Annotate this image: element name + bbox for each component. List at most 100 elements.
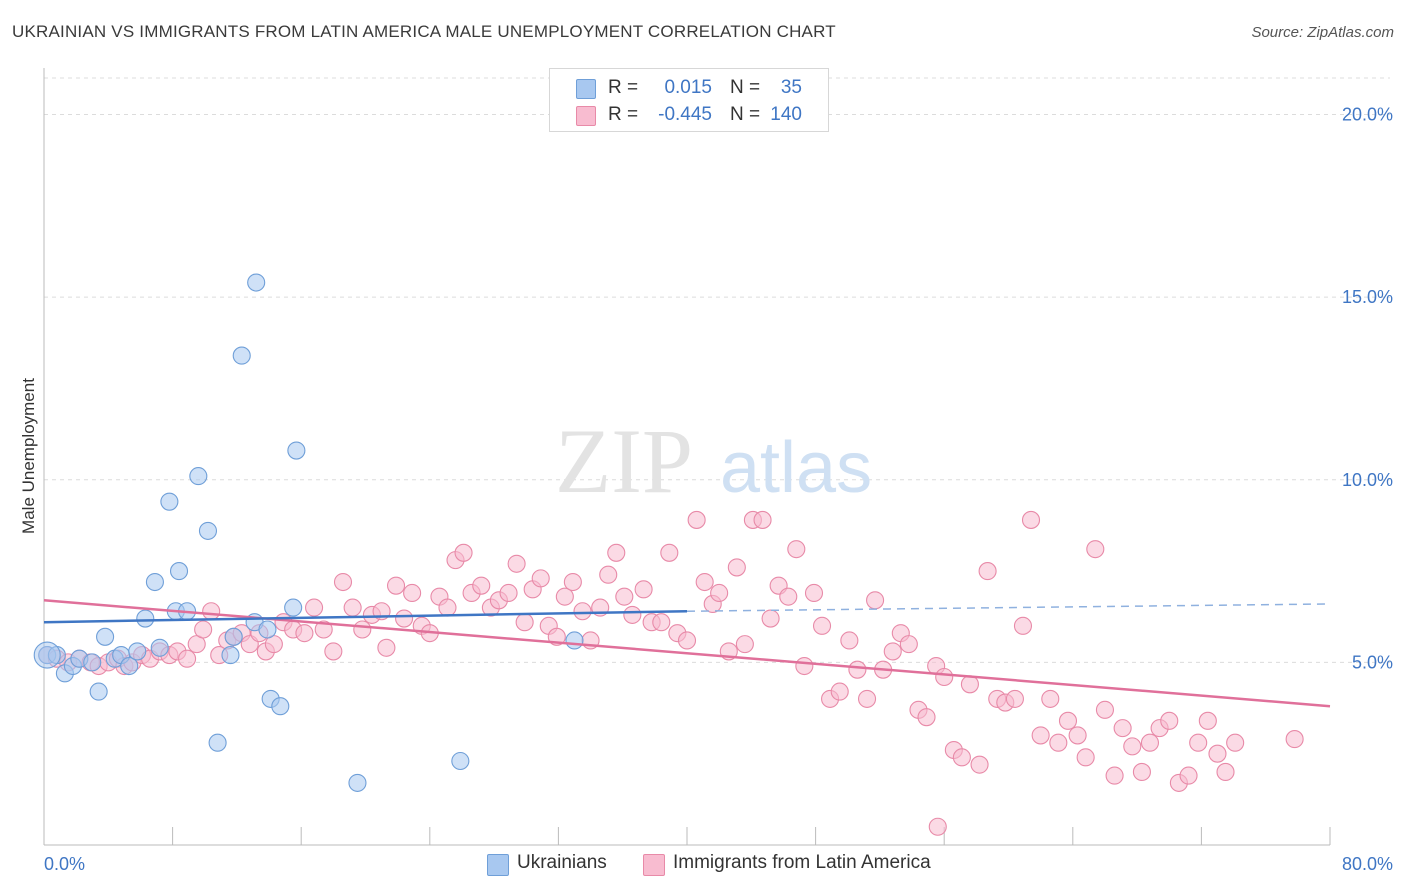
watermark-zip: ZIP <box>555 410 693 512</box>
ukrainian-point <box>208 733 227 752</box>
ukrainian-point <box>145 572 164 592</box>
latin-point <box>395 609 414 628</box>
latin-point <box>1105 766 1124 785</box>
ukrainian-point <box>565 631 584 650</box>
source-label: Source: ZipAtlas.com <box>1251 24 1394 41</box>
latin-point <box>1005 689 1024 708</box>
legend-swatch-latin <box>576 106 596 126</box>
latin-point <box>386 576 406 595</box>
latin-point <box>727 558 746 577</box>
latin-point <box>1058 711 1078 730</box>
legend-swatch-ukrainians <box>576 79 596 99</box>
latin-point <box>753 510 772 529</box>
y-tick-label: 5.0% <box>1352 652 1393 672</box>
ukrainian-point <box>136 609 155 628</box>
latin-point <box>1021 510 1041 529</box>
latin-point <box>333 572 353 592</box>
latin-point <box>515 613 534 632</box>
x-tick-label: 80.0% <box>1342 854 1393 874</box>
latin-point <box>787 540 806 559</box>
ukrainian-point <box>96 627 115 646</box>
legend-r-label: R = <box>608 104 639 125</box>
latin-point <box>812 616 832 635</box>
ukrainian-point <box>232 346 251 365</box>
ukrainian-point <box>258 620 277 639</box>
y-tick-label: 20.0% <box>1342 105 1393 125</box>
series-ukrainian-points <box>33 273 584 792</box>
latin-point <box>472 576 491 595</box>
ukrainian-point <box>33 641 61 669</box>
latin-point <box>1076 748 1095 767</box>
ukrainian-point <box>169 562 189 581</box>
ukrainian-point <box>451 751 470 771</box>
latin-point <box>1208 744 1227 763</box>
axes <box>43 68 1331 846</box>
latin-point <box>295 624 314 643</box>
latin-point <box>848 660 867 679</box>
legend-n-value: 35 <box>780 77 802 98</box>
ukrainian-point <box>271 697 290 716</box>
ukrainian-point <box>287 441 306 460</box>
legend-n-value: 140 <box>770 104 802 125</box>
ukrainian-point <box>348 773 367 792</box>
ukrainian-point <box>189 467 208 486</box>
latin-point <box>660 543 679 562</box>
latin-point <box>623 605 642 624</box>
latin-point <box>1132 762 1151 782</box>
latin-point <box>857 689 877 708</box>
ukrainian-point <box>224 627 243 646</box>
y-tick-label: 15.0% <box>1342 287 1393 307</box>
latin-point <box>899 635 918 654</box>
legend-r-value: -0.445 <box>658 104 712 125</box>
latin-point <box>1041 689 1060 708</box>
latin-point <box>917 708 936 727</box>
latin-point <box>1095 700 1114 719</box>
latin-point <box>779 587 798 606</box>
ukrainian-point <box>83 653 102 672</box>
ukrainian-point <box>247 273 266 292</box>
legend-n-label: N = <box>730 104 761 125</box>
legend-row-ukrainians: R = 0.015 N = 35 <box>550 75 828 101</box>
latin-point <box>970 755 989 774</box>
latin-point <box>1179 766 1198 785</box>
latin-point <box>687 510 706 529</box>
latin-point <box>438 598 457 617</box>
correlation-legend: R = 0.015 N = 35 R = -0.445 N = 140 <box>549 68 829 132</box>
legend-r-label: R = <box>608 77 639 98</box>
latin-point <box>573 602 592 621</box>
trend-lines <box>43 599 1331 708</box>
latin-point <box>1189 733 1208 752</box>
latin-point <box>1198 711 1217 730</box>
latin-point <box>795 656 814 676</box>
latin-point <box>202 602 221 621</box>
latin-point <box>866 591 885 610</box>
ukrainian-point <box>284 598 303 617</box>
latin-point <box>735 635 754 654</box>
legend-n-label: N = <box>730 77 761 98</box>
latin-point <box>1068 726 1087 745</box>
latin-point <box>615 587 634 606</box>
latin-point <box>634 580 653 599</box>
latin-point <box>599 565 618 584</box>
latin-point <box>952 748 971 767</box>
latin-point <box>403 583 422 603</box>
gridlines <box>44 77 1390 663</box>
latin-point <box>1113 719 1132 738</box>
ukrainian-point <box>120 656 139 676</box>
series-latin-points <box>38 510 1304 836</box>
latin-point <box>1216 762 1235 782</box>
bottom-legend-swatch-latin <box>643 854 665 876</box>
latin-point <box>695 572 714 592</box>
chart-title: UKRAINIAN VS IMMIGRANTS FROM LATIN AMERI… <box>12 22 836 41</box>
latin-point <box>1031 726 1050 745</box>
latin-point <box>499 583 518 603</box>
latin-point <box>1285 730 1304 749</box>
latin-point <box>652 613 671 632</box>
latin-point <box>324 642 343 661</box>
legend-r-value: 0.015 <box>664 77 712 98</box>
latin-point <box>830 682 849 701</box>
watermark-atlas: atlas <box>720 428 872 508</box>
latin-point <box>1226 733 1245 752</box>
ukrainian-point <box>160 492 179 511</box>
